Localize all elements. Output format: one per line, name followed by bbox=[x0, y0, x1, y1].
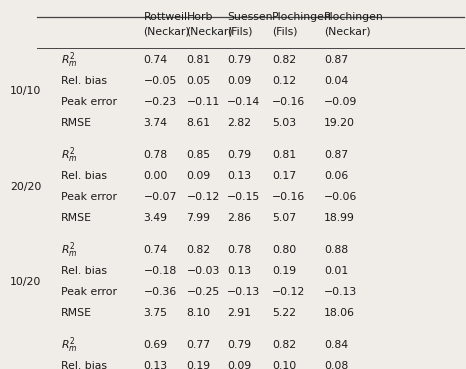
Text: RMSE: RMSE bbox=[61, 118, 92, 128]
Text: 10/20: 10/20 bbox=[10, 277, 41, 287]
Text: 3.74: 3.74 bbox=[144, 118, 168, 128]
Text: Rel. bias: Rel. bias bbox=[61, 361, 107, 369]
Text: −0.16: −0.16 bbox=[272, 192, 305, 202]
Text: Plochingen: Plochingen bbox=[324, 12, 384, 22]
Text: −0.18: −0.18 bbox=[144, 266, 177, 276]
Text: Rottweil: Rottweil bbox=[144, 12, 187, 22]
Text: RMSE: RMSE bbox=[61, 213, 92, 223]
Text: 0.09: 0.09 bbox=[227, 361, 251, 369]
Text: (Fils): (Fils) bbox=[272, 27, 298, 37]
Text: Plochingen: Plochingen bbox=[272, 12, 332, 22]
Text: 0.79: 0.79 bbox=[227, 150, 251, 160]
Text: 0.77: 0.77 bbox=[186, 340, 211, 351]
Text: 0.09: 0.09 bbox=[186, 171, 211, 181]
Text: 0.06: 0.06 bbox=[324, 171, 348, 181]
Text: −0.13: −0.13 bbox=[324, 287, 357, 297]
Text: (Neckar): (Neckar) bbox=[186, 27, 233, 37]
Text: 0.78: 0.78 bbox=[144, 150, 168, 160]
Text: −0.23: −0.23 bbox=[144, 97, 177, 107]
Text: 0.09: 0.09 bbox=[227, 76, 251, 86]
Text: −0.09: −0.09 bbox=[324, 97, 357, 107]
Text: (Neckar): (Neckar) bbox=[324, 27, 370, 37]
Text: 3.75: 3.75 bbox=[144, 308, 168, 318]
Text: 0.82: 0.82 bbox=[272, 340, 296, 351]
Text: 5.03: 5.03 bbox=[272, 118, 296, 128]
Text: $R_m^2$: $R_m^2$ bbox=[61, 240, 77, 260]
Text: 0.19: 0.19 bbox=[186, 361, 211, 369]
Text: −0.12: −0.12 bbox=[186, 192, 219, 202]
Text: 0.01: 0.01 bbox=[324, 266, 348, 276]
Text: 0.82: 0.82 bbox=[186, 245, 211, 255]
Text: 2.86: 2.86 bbox=[227, 213, 251, 223]
Text: 0.74: 0.74 bbox=[144, 245, 168, 255]
Text: Rel. bias: Rel. bias bbox=[61, 76, 107, 86]
Text: −0.15: −0.15 bbox=[227, 192, 260, 202]
Text: 0.13: 0.13 bbox=[227, 266, 251, 276]
Text: −0.36: −0.36 bbox=[144, 287, 177, 297]
Text: 0.13: 0.13 bbox=[144, 361, 168, 369]
Text: 0.12: 0.12 bbox=[272, 76, 296, 86]
Text: $R_m^2$: $R_m^2$ bbox=[61, 50, 77, 70]
Text: 20/20: 20/20 bbox=[10, 182, 41, 192]
Text: 0.74: 0.74 bbox=[144, 55, 168, 65]
Text: 0.85: 0.85 bbox=[186, 150, 211, 160]
Text: 7.99: 7.99 bbox=[186, 213, 211, 223]
Text: 18.99: 18.99 bbox=[324, 213, 355, 223]
Text: −0.14: −0.14 bbox=[227, 97, 260, 107]
Text: 0.13: 0.13 bbox=[227, 171, 251, 181]
Text: 8.10: 8.10 bbox=[186, 308, 211, 318]
Text: $R_m^2$: $R_m^2$ bbox=[61, 335, 77, 355]
Text: 0.87: 0.87 bbox=[324, 150, 348, 160]
Text: −0.25: −0.25 bbox=[186, 287, 219, 297]
Text: 0.79: 0.79 bbox=[227, 340, 251, 351]
Text: 2.82: 2.82 bbox=[227, 118, 251, 128]
Text: 0.79: 0.79 bbox=[227, 55, 251, 65]
Text: 3.49: 3.49 bbox=[144, 213, 168, 223]
Text: 0.00: 0.00 bbox=[144, 171, 168, 181]
Text: 0.81: 0.81 bbox=[272, 150, 296, 160]
Text: 0.19: 0.19 bbox=[272, 266, 296, 276]
Text: Rel. bias: Rel. bias bbox=[61, 266, 107, 276]
Text: 0.17: 0.17 bbox=[272, 171, 296, 181]
Text: 0.84: 0.84 bbox=[324, 340, 348, 351]
Text: −0.05: −0.05 bbox=[144, 76, 177, 86]
Text: 0.78: 0.78 bbox=[227, 245, 251, 255]
Text: −0.13: −0.13 bbox=[227, 287, 260, 297]
Text: 5.22: 5.22 bbox=[272, 308, 296, 318]
Text: (Fils): (Fils) bbox=[227, 27, 253, 37]
Text: 0.10: 0.10 bbox=[272, 361, 296, 369]
Text: 0.81: 0.81 bbox=[186, 55, 211, 65]
Text: 0.04: 0.04 bbox=[324, 76, 348, 86]
Text: 8.61: 8.61 bbox=[186, 118, 211, 128]
Text: Suessen: Suessen bbox=[227, 12, 273, 22]
Text: −0.11: −0.11 bbox=[186, 97, 219, 107]
Text: 5.07: 5.07 bbox=[272, 213, 296, 223]
Text: Peak error: Peak error bbox=[61, 287, 116, 297]
Text: RMSE: RMSE bbox=[61, 308, 92, 318]
Text: 0.69: 0.69 bbox=[144, 340, 168, 351]
Text: 0.80: 0.80 bbox=[272, 245, 296, 255]
Text: Peak error: Peak error bbox=[61, 192, 116, 202]
Text: −0.03: −0.03 bbox=[186, 266, 220, 276]
Text: (Neckar): (Neckar) bbox=[144, 27, 190, 37]
Text: $R_m^2$: $R_m^2$ bbox=[61, 145, 77, 165]
Text: Horb: Horb bbox=[186, 12, 213, 22]
Text: 18.06: 18.06 bbox=[324, 308, 355, 318]
Text: −0.16: −0.16 bbox=[272, 97, 305, 107]
Text: 0.88: 0.88 bbox=[324, 245, 348, 255]
Text: 0.08: 0.08 bbox=[324, 361, 348, 369]
Text: 0.82: 0.82 bbox=[272, 55, 296, 65]
Text: 10/10: 10/10 bbox=[10, 86, 41, 96]
Text: Peak error: Peak error bbox=[61, 97, 116, 107]
Text: −0.06: −0.06 bbox=[324, 192, 357, 202]
Text: −0.07: −0.07 bbox=[144, 192, 177, 202]
Text: 2.91: 2.91 bbox=[227, 308, 251, 318]
Text: 19.20: 19.20 bbox=[324, 118, 355, 128]
Text: Rel. bias: Rel. bias bbox=[61, 171, 107, 181]
Text: −0.12: −0.12 bbox=[272, 287, 305, 297]
Text: 0.05: 0.05 bbox=[186, 76, 211, 86]
Text: 0.87: 0.87 bbox=[324, 55, 348, 65]
